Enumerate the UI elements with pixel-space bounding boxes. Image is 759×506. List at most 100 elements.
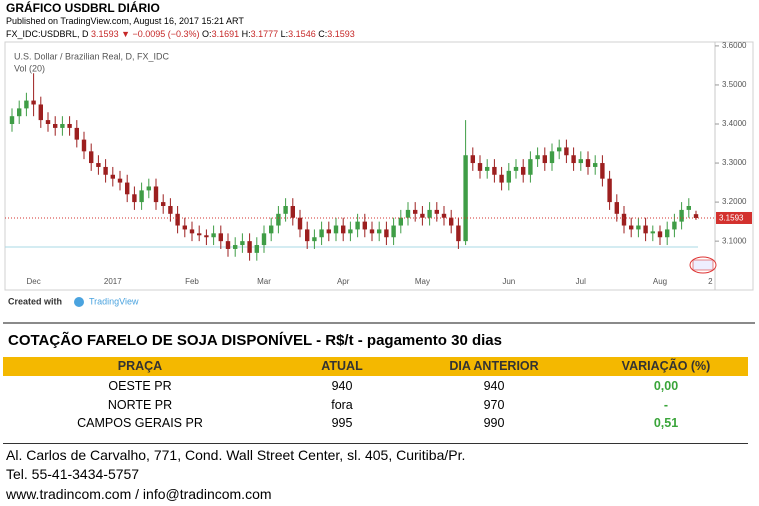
- credit-brand: TradingView: [89, 296, 139, 306]
- table-cell: 995: [331, 416, 353, 430]
- candle-body: [449, 217, 454, 226]
- chart-frame: [4, 41, 754, 291]
- table-title: COTAÇÃO FARELO DE SOJA DISPONÍVEL - R$/t…: [8, 332, 502, 349]
- table-cell: -: [663, 397, 669, 412]
- legend-text: Vol (20): [14, 63, 45, 73]
- table-cell: 0,51: [653, 416, 679, 430]
- ohlc-label: H:: [241, 29, 251, 39]
- separator: [3, 443, 748, 444]
- candle-body: [189, 229, 195, 234]
- change: 3.1593 ▼ −0.0095 (−0.3%): [91, 29, 200, 39]
- credit-text: Created with: [8, 296, 62, 306]
- candle-body: [506, 170, 511, 183]
- candle-body: [564, 147, 569, 156]
- x-tick-label: Feb: [185, 277, 199, 286]
- candle-body: [132, 194, 137, 203]
- ohlc-value: 3.1546: [288, 29, 316, 39]
- candle-body: [463, 155, 468, 242]
- x-tick-label: May: [415, 277, 430, 286]
- published: Published on TradingView.com, August 16,…: [6, 16, 244, 26]
- candle-body: [161, 202, 166, 206]
- candle-body: [204, 235, 209, 238]
- candle-body: [434, 209, 439, 214]
- candle-body: [348, 229, 353, 234]
- phone: Tel. 55-41-3434-5757: [6, 466, 140, 482]
- flag-icon: [689, 256, 717, 274]
- candle-body: [211, 233, 216, 238]
- candle-body: [326, 229, 331, 234]
- ohlc-label: C:: [318, 29, 328, 39]
- x-tick-label: 2: [708, 277, 713, 286]
- y-tick-label: 3.6000: [722, 41, 747, 50]
- candle-body: [578, 159, 583, 164]
- candle-body: [110, 174, 115, 179]
- candle-body: [549, 151, 555, 164]
- candle-body: [17, 108, 22, 117]
- x-tick-label: Dec: [26, 277, 40, 286]
- candle-body: [168, 206, 173, 214]
- y-tick-label: 3.5000: [722, 80, 747, 89]
- candle-body: [9, 116, 15, 124]
- candle-body: [53, 124, 58, 128]
- candle-body: [665, 229, 670, 238]
- candle-body: [38, 104, 43, 121]
- candle-body: [175, 213, 180, 226]
- table-cell: fora: [331, 397, 353, 412]
- candle-body: [384, 229, 389, 238]
- candle-body: [89, 151, 94, 164]
- x-tick-label: Jun: [502, 277, 515, 286]
- candle-body: [477, 163, 483, 171]
- ohlc-value: 3.1777: [250, 29, 279, 39]
- candle-body: [362, 221, 367, 230]
- table-cell: CAMPOS GERAIS PR: [77, 416, 203, 430]
- candle-body: [218, 233, 223, 242]
- candle-body: [240, 241, 245, 246]
- candle-body: [521, 166, 526, 175]
- legend-text: U.S. Dollar / Brazilian Real, D, FX_IDC: [14, 51, 170, 61]
- candle-body: [441, 213, 447, 218]
- last-price-label: 3.1593: [719, 214, 744, 223]
- candle-body: [225, 241, 231, 249]
- column-header: VARIAÇÃO (%): [621, 359, 711, 373]
- ticker-line: FX_IDC:USDBRL, D 3.1593 ▼ −0.0095 (−0.3%…: [6, 29, 355, 39]
- x-tick-label: Aug: [653, 277, 667, 286]
- candle-body: [247, 241, 252, 253]
- candle-body: [369, 229, 375, 234]
- chart: U.S. Dollar / Brazilian Real, D, FX_IDC …: [4, 41, 754, 307]
- candle-body: [405, 209, 411, 218]
- candle-body: [607, 178, 612, 203]
- candle-body: [499, 174, 504, 183]
- candle-body: [146, 186, 151, 191]
- candle-body: [254, 245, 259, 253]
- candle-body: [485, 166, 490, 171]
- candle-body: [593, 163, 598, 167]
- table-cell: OESTE PR: [108, 379, 172, 393]
- column-header: ATUAL: [321, 359, 363, 373]
- candle-body: [355, 221, 360, 230]
- candle-body: [233, 245, 238, 249]
- candle-body: [182, 225, 187, 230]
- candle-body: [470, 155, 475, 164]
- y-tick-label: 3.3000: [722, 158, 747, 167]
- candle-body: [153, 186, 159, 203]
- table-header-band: [3, 357, 748, 376]
- column-header: PRAÇA: [117, 359, 163, 373]
- candle-body: [528, 159, 533, 175]
- candle-body: [600, 163, 605, 179]
- candle-body: [81, 139, 87, 152]
- table-cell: 940: [483, 379, 505, 393]
- candle-body: [31, 100, 36, 105]
- y-tick-label: 3.2000: [722, 197, 747, 206]
- candle-body: [261, 233, 267, 246]
- column-header: DIA ANTERIOR: [449, 359, 539, 373]
- candle-body: [686, 206, 691, 210]
- candle-body: [125, 182, 130, 195]
- candle-body: [643, 225, 648, 234]
- ohlc-value: 3.1691: [211, 29, 240, 39]
- candle-body: [679, 209, 684, 222]
- table-cell: 940: [331, 379, 353, 393]
- ohlc-label: O:: [202, 29, 212, 39]
- x-tick-label: Mar: [257, 277, 271, 286]
- symbol: FX_IDC:USDBRL, D: [6, 29, 89, 39]
